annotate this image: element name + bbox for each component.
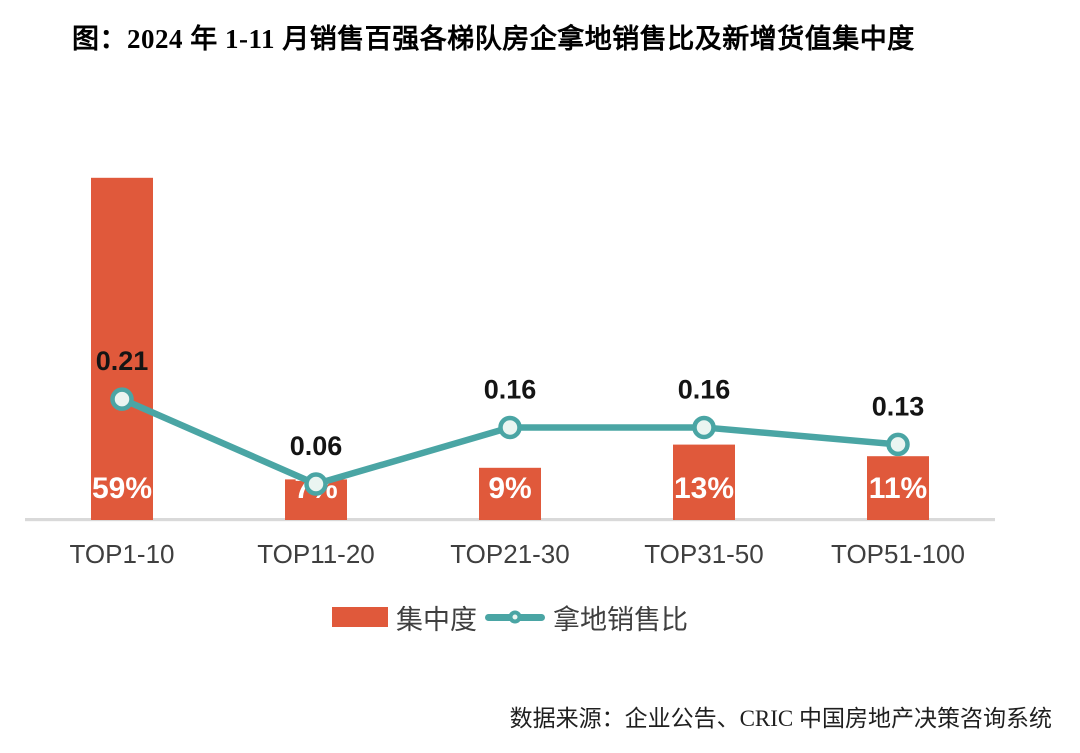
legend-line-marker-icon bbox=[485, 604, 545, 630]
bar-top21-30 bbox=[479, 467, 541, 520]
line-value-label-top1-10: 0.21 bbox=[96, 346, 149, 376]
x-axis-label-top31-50: TOP31-50 bbox=[644, 539, 763, 569]
bar-top51-100 bbox=[867, 456, 929, 520]
combo-chart: 59%7%9%13%11%0.210.060.160.160.13TOP1-10… bbox=[25, 177, 995, 569]
line-marker-top51-100 bbox=[886, 432, 910, 457]
x-axis-label-top11-20: TOP11-20 bbox=[257, 539, 375, 569]
chart-title: 图：2024 年 1-11 月销售百强各梯队房企拿地销售比及新增货值集中度 bbox=[72, 24, 915, 54]
x-axis-label-top21-30: TOP21-30 bbox=[450, 539, 569, 569]
bar-top31-50 bbox=[673, 444, 735, 520]
chart-legend: 集中度 拿地销售比 bbox=[0, 601, 1020, 635]
line-value-label-top21-30: 0.16 bbox=[484, 374, 537, 404]
source-note: 数据来源：企业公告、CRIC 中国房地产决策咨询系统 bbox=[509, 706, 1052, 731]
bar-label-top21-30: 9% bbox=[488, 472, 531, 505]
legend-line-label: 拿地销售比 bbox=[553, 604, 688, 635]
line-marker-top11-20 bbox=[304, 472, 328, 496]
legend-line-circle bbox=[508, 610, 522, 624]
x-axis-label-top51-100: TOP51-100 bbox=[831, 539, 965, 569]
legend-bar-swatch bbox=[332, 607, 388, 627]
legend-bar-label: 集中度 bbox=[396, 604, 477, 635]
x-axis-label-top1-10: TOP1-10 bbox=[69, 539, 174, 569]
line-marker-top21-30 bbox=[498, 415, 522, 440]
line-value-label-top31-50: 0.16 bbox=[678, 374, 731, 404]
line-value-label-top11-20: 0.06 bbox=[290, 431, 343, 461]
bar-label-top1-10: 59% bbox=[92, 472, 152, 505]
line-marker-top1-10 bbox=[110, 387, 134, 411]
bar-label-top31-50: 13% bbox=[674, 472, 734, 505]
line-marker-top31-50 bbox=[692, 415, 716, 440]
line-value-label-top51-100: 0.13 bbox=[872, 391, 925, 421]
bar-label-top51-100: 11% bbox=[869, 472, 927, 505]
bar-top1-10 bbox=[91, 177, 153, 521]
